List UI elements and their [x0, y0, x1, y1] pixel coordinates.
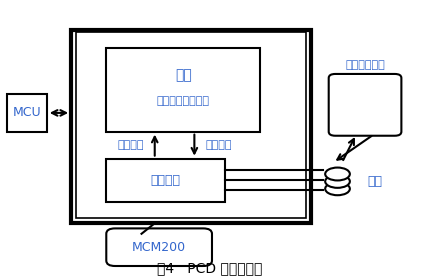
Ellipse shape	[325, 168, 350, 181]
Text: 数据载体（卡: 数据载体（卡	[345, 59, 385, 69]
FancyBboxPatch shape	[106, 229, 212, 266]
FancyBboxPatch shape	[106, 49, 260, 132]
Text: 天线: 天线	[368, 175, 383, 188]
FancyBboxPatch shape	[106, 158, 225, 201]
FancyBboxPatch shape	[71, 30, 311, 223]
Text: MCM200: MCM200	[132, 241, 186, 254]
Text: MCU: MCU	[12, 106, 41, 119]
Ellipse shape	[325, 182, 350, 195]
FancyBboxPatch shape	[7, 94, 47, 132]
Ellipse shape	[325, 175, 350, 188]
FancyBboxPatch shape	[329, 74, 401, 136]
Text: 高频接口: 高频接口	[151, 174, 181, 187]
Text: 发送数据: 发送数据	[205, 140, 232, 150]
Text: 控制: 控制	[175, 68, 192, 82]
Text: （信号编码协议）: （信号编码协议）	[157, 96, 210, 106]
Text: 接收数据: 接收数据	[117, 140, 144, 150]
Text: 图4   PCD 的结构框图: 图4 PCD 的结构框图	[157, 262, 263, 276]
